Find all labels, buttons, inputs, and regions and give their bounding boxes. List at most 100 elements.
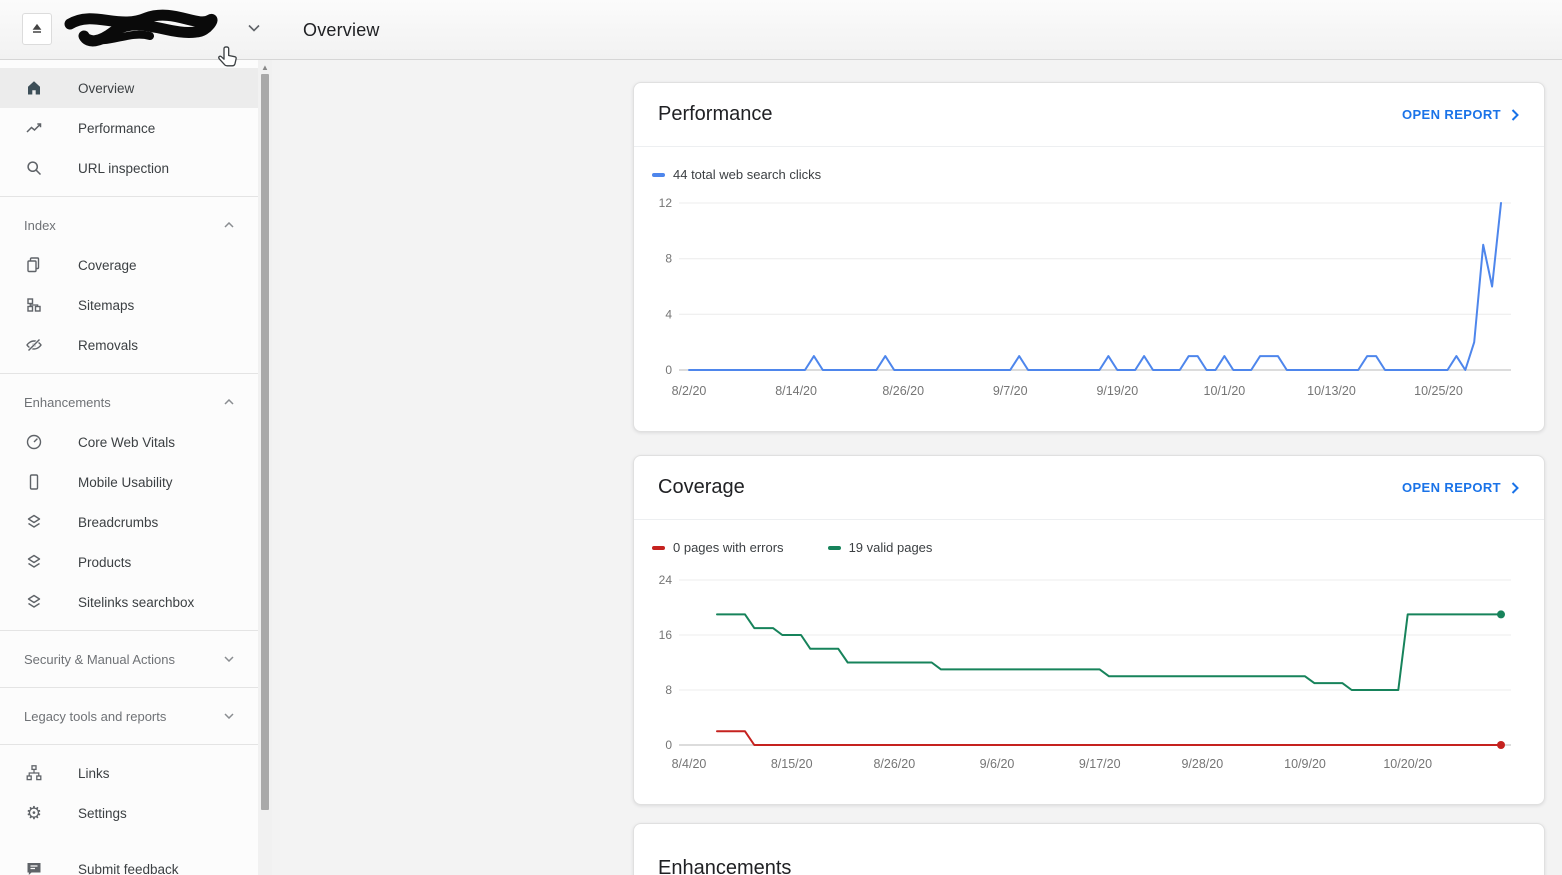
sidebar-section-legacy-tools[interactable]: Legacy tools and reports [0, 696, 258, 736]
sidebar-divider [0, 373, 258, 374]
svg-text:4: 4 [665, 307, 672, 321]
svg-text:24: 24 [659, 573, 673, 587]
sidebar-item-settings[interactable]: ⚙ Settings [0, 793, 258, 833]
sidebar-item-label: Mobile Usability [78, 474, 173, 490]
chevron-up-icon [224, 222, 234, 228]
svg-text:8/26/20: 8/26/20 [873, 757, 915, 771]
section-label: Legacy tools and reports [24, 708, 167, 724]
sidebar-item-breadcrumbs[interactable]: Breadcrumbs [0, 502, 258, 542]
performance-line-chart: 0 4 8 12 8/2/20 8/14/20 8/26/20 9/7/20 9/19/20 10… [659, 196, 1511, 398]
svg-text:8: 8 [665, 252, 672, 266]
card-title: Enhancements [658, 857, 792, 875]
sidebar-section-enhancements[interactable]: Enhancements [0, 382, 258, 422]
sidebar-divider [0, 196, 258, 197]
property-icon [32, 23, 42, 33]
svg-text:9/19/20: 9/19/20 [1096, 384, 1138, 398]
section-label: Enhancements [24, 394, 111, 410]
sidebar-section-security-manual-actions[interactable]: Security & Manual Actions [0, 639, 258, 679]
mouse-cursor-hand-icon [218, 46, 237, 67]
chevron-right-icon [1511, 481, 1519, 494]
sidebar-item-url-inspection[interactable]: URL inspection [0, 148, 258, 188]
open-report-button-coverage[interactable]: OPEN REPORT [1402, 480, 1520, 495]
svg-text:12: 12 [659, 196, 673, 210]
top-app-bar: Overview [0, 0, 1562, 60]
sidebar-item-performance[interactable]: Performance [0, 108, 258, 148]
sidebar-divider [0, 744, 258, 745]
legend-item: 19 valid pages [827, 540, 933, 555]
sidebar-item-core-web-vitals[interactable]: Core Web Vitals [0, 422, 258, 462]
svg-text:8/4/20: 8/4/20 [672, 757, 707, 771]
card-title: Coverage [658, 476, 745, 498]
legend-label: 19 valid pages [848, 540, 933, 555]
sidebar-navigation: Overview Performance URL inspection Inde… [0, 60, 258, 875]
smartphone-icon [24, 472, 44, 492]
scrollbar-up-arrow-icon[interactable]: ▲ [261, 63, 269, 72]
sidebar-item-links[interactable]: Links [0, 753, 258, 793]
sidebar-spacer [0, 833, 258, 849]
eye-off-icon [24, 335, 44, 355]
sidebar-item-label: Overview [78, 80, 135, 96]
sidebar-item-label: Removals [78, 337, 139, 353]
svg-text:9/17/20: 9/17/20 [1079, 757, 1121, 771]
svg-text:9/7/20: 9/7/20 [993, 384, 1028, 398]
sidebar-section-index[interactable]: Index [0, 205, 258, 245]
coverage-line-chart: 0 8 16 24 8/4/20 8/15/20 8/26/20 9/6/20 9/17/20 9… [659, 573, 1511, 771]
open-report-label: OPEN REPORT [1401, 480, 1501, 495]
svg-text:0: 0 [665, 363, 672, 377]
open-report-label: OPEN REPORT [1401, 107, 1501, 122]
sidebar-scrollbar-track[interactable]: ▲ [258, 60, 272, 875]
chevron-down-icon [224, 656, 234, 662]
svg-text:16: 16 [659, 628, 673, 642]
chevron-down-icon [224, 713, 234, 719]
section-label: Index [24, 217, 56, 233]
sidebar-scrollbar-thumb[interactable] [261, 74, 269, 810]
pages-icon [24, 255, 44, 275]
performance-legend: 44 total web search clicks [634, 147, 1544, 182]
svg-text:9/6/20: 9/6/20 [980, 757, 1015, 771]
svg-text:8/15/20: 8/15/20 [771, 757, 813, 771]
tree-icon [24, 295, 44, 315]
svg-text:10/25/20: 10/25/20 [1414, 384, 1463, 398]
svg-text:8: 8 [665, 683, 672, 697]
chevron-right-icon [1511, 108, 1519, 121]
sidebar-item-label: Core Web Vitals [78, 434, 176, 450]
chevron-up-icon [224, 399, 234, 405]
sidebar-item-sitemaps[interactable]: Sitemaps [0, 285, 258, 325]
sidebar-item-mobile-usability[interactable]: Mobile Usability [0, 462, 258, 502]
sidebar-item-label: Links [78, 765, 110, 781]
sidebar-item-label: URL inspection [78, 160, 170, 176]
svg-text:10/13/20: 10/13/20 [1307, 384, 1356, 398]
search-icon [24, 158, 44, 178]
layers-icon [24, 512, 44, 532]
feedback-icon [24, 859, 44, 875]
legend-dash-red [652, 545, 665, 550]
page-title: Overview [303, 19, 380, 40]
sidebar-item-coverage[interactable]: Coverage [0, 245, 258, 285]
legend-dash-blue [652, 172, 665, 177]
layers-icon [24, 552, 44, 572]
sidebar-item-label: Products [78, 554, 132, 570]
svg-text:8/2/20: 8/2/20 [672, 384, 707, 398]
svg-text:9/28/20: 9/28/20 [1181, 757, 1223, 771]
sidebar-item-products[interactable]: Products [0, 542, 258, 582]
sidebar-item-label: Sitemaps [78, 297, 135, 313]
trending-up-icon [24, 118, 44, 138]
sidebar-item-sitelinks-searchbox[interactable]: Sitelinks searchbox [0, 582, 258, 622]
sidebar-divider [0, 687, 258, 688]
svg-text:10/9/20: 10/9/20 [1284, 757, 1326, 771]
sidebar-item-removals[interactable]: Removals [0, 325, 258, 365]
sidebar-item-submit-feedback[interactable]: Submit feedback [0, 849, 258, 875]
svg-text:8/14/20: 8/14/20 [775, 384, 817, 398]
sidebar-divider [0, 630, 258, 631]
property-selector-button[interactable] [22, 13, 52, 45]
legend-item: 44 total web search clicks [652, 167, 821, 182]
sidebar-item-overview[interactable]: Overview [0, 68, 258, 108]
gear-icon: ⚙ [25, 803, 43, 823]
property-dropdown-caret-icon[interactable] [248, 24, 260, 32]
coverage-legend: 0 pages with errors 19 valid pages [634, 520, 1544, 555]
layers-icon [24, 592, 44, 612]
redacted-property-scribble [64, 9, 218, 47]
open-report-button-performance[interactable]: OPEN REPORT [1402, 107, 1520, 122]
sidebar-item-label: Sitelinks searchbox [78, 594, 195, 610]
coverage-card: Coverage OPEN REPORT 0 pages with errors… [633, 455, 1545, 805]
